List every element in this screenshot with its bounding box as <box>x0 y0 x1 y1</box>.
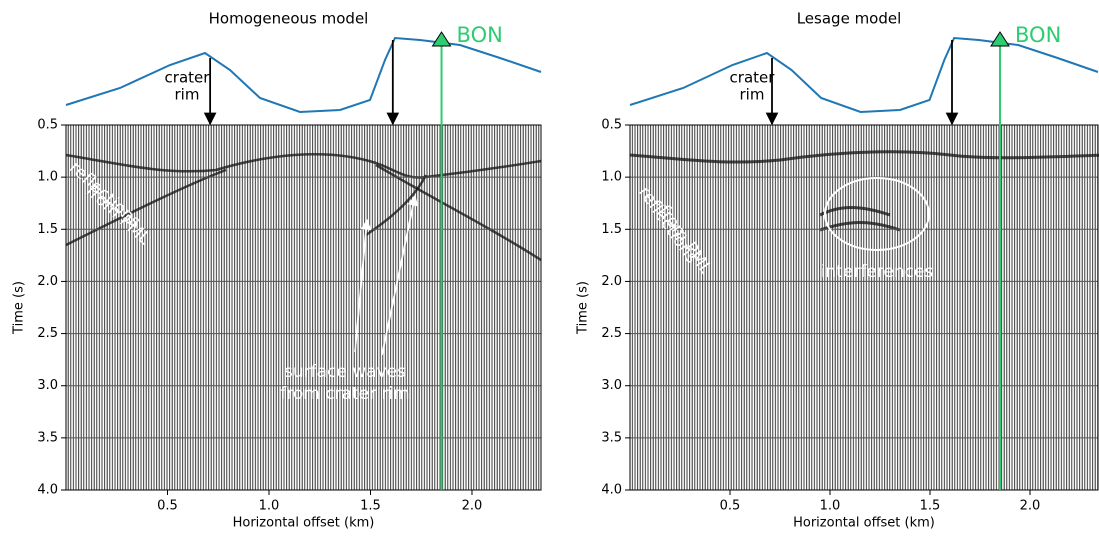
seismic-event <box>65 168 227 247</box>
station-marker <box>431 31 452 47</box>
y-tick-label: 2.0 <box>601 274 622 289</box>
panel-title: Homogeneous model <box>209 10 369 28</box>
station-label: BON <box>1015 23 1061 47</box>
station-label: BON <box>457 23 503 47</box>
pointer-arrow <box>354 218 372 353</box>
annotation: rim <box>740 86 765 104</box>
y-tick-label: 3.5 <box>37 430 58 445</box>
y-axis-label: Time (s) <box>12 281 27 335</box>
y-tick-label: 3.0 <box>601 378 622 393</box>
x-tick-label: 1.5 <box>920 499 941 514</box>
annotation: crater <box>165 69 211 87</box>
seismic-section <box>630 125 1098 490</box>
seismic-event <box>629 150 1099 164</box>
topography <box>629 36 1099 114</box>
x-tick-label: 1.5 <box>360 499 381 514</box>
y-tick-label: 1.0 <box>601 170 622 185</box>
x-tick-label: 0.5 <box>720 499 741 514</box>
plot-frame <box>629 124 1099 491</box>
y-tick-label: 3.5 <box>601 430 622 445</box>
annotation: crater <box>730 69 776 87</box>
y-tick-label: 1.5 <box>37 222 58 237</box>
highlight-ellipse <box>824 177 930 251</box>
x-tick-label: 2.0 <box>1020 499 1041 514</box>
y-tick-label: 2.5 <box>601 326 622 341</box>
annotation: rim <box>175 86 200 104</box>
y-tick-label: 2.5 <box>37 326 58 341</box>
plot-frame <box>65 124 542 491</box>
y-tick-label: 4.0 <box>601 483 622 498</box>
seismic-event <box>65 152 542 179</box>
y-axis-label: Time (s) <box>576 281 591 335</box>
x-tick-label: 1.0 <box>820 499 841 514</box>
panel: Lesage model 0.5 1.0 1.5 2.0 2.5 3.0 3.5 4.0 0.5 1… <box>576 10 1099 531</box>
annotation: surface waves <box>284 362 406 382</box>
y-tick-label: 0.5 <box>37 118 58 133</box>
station-marker <box>990 31 1010 47</box>
seismic-section <box>66 125 541 490</box>
y-tick-label: 1.0 <box>37 170 58 185</box>
panel-title: Lesage model <box>797 10 902 28</box>
topography <box>65 36 542 114</box>
y-tick-label: 0.5 <box>601 118 622 133</box>
pointer-arrow <box>381 194 419 356</box>
seismic-event <box>375 163 542 262</box>
annotation: interferences <box>821 262 934 282</box>
x-tick-label: 2.0 <box>462 499 483 514</box>
y-tick-label: 2.0 <box>37 274 58 289</box>
y-tick-label: 1.5 <box>601 222 622 237</box>
x-axis-label: Horizontal offset (km) <box>793 516 935 531</box>
panels: Homogeneous model 0.5 1.0 1.5 2.0 2.5 3.0 3.5 4.… <box>12 10 1099 531</box>
y-tick-label: 4.0 <box>37 483 58 498</box>
x-axis-label: Horizontal offset (km) <box>233 516 375 531</box>
x-tick-label: 0.5 <box>157 499 178 514</box>
y-tick-label: 3.0 <box>37 378 58 393</box>
annotation: from crater rim <box>280 384 410 404</box>
panel: Homogeneous model 0.5 1.0 1.5 2.0 2.5 3.0 3.5 4.… <box>12 10 542 531</box>
x-tick-label: 1.0 <box>259 499 280 514</box>
